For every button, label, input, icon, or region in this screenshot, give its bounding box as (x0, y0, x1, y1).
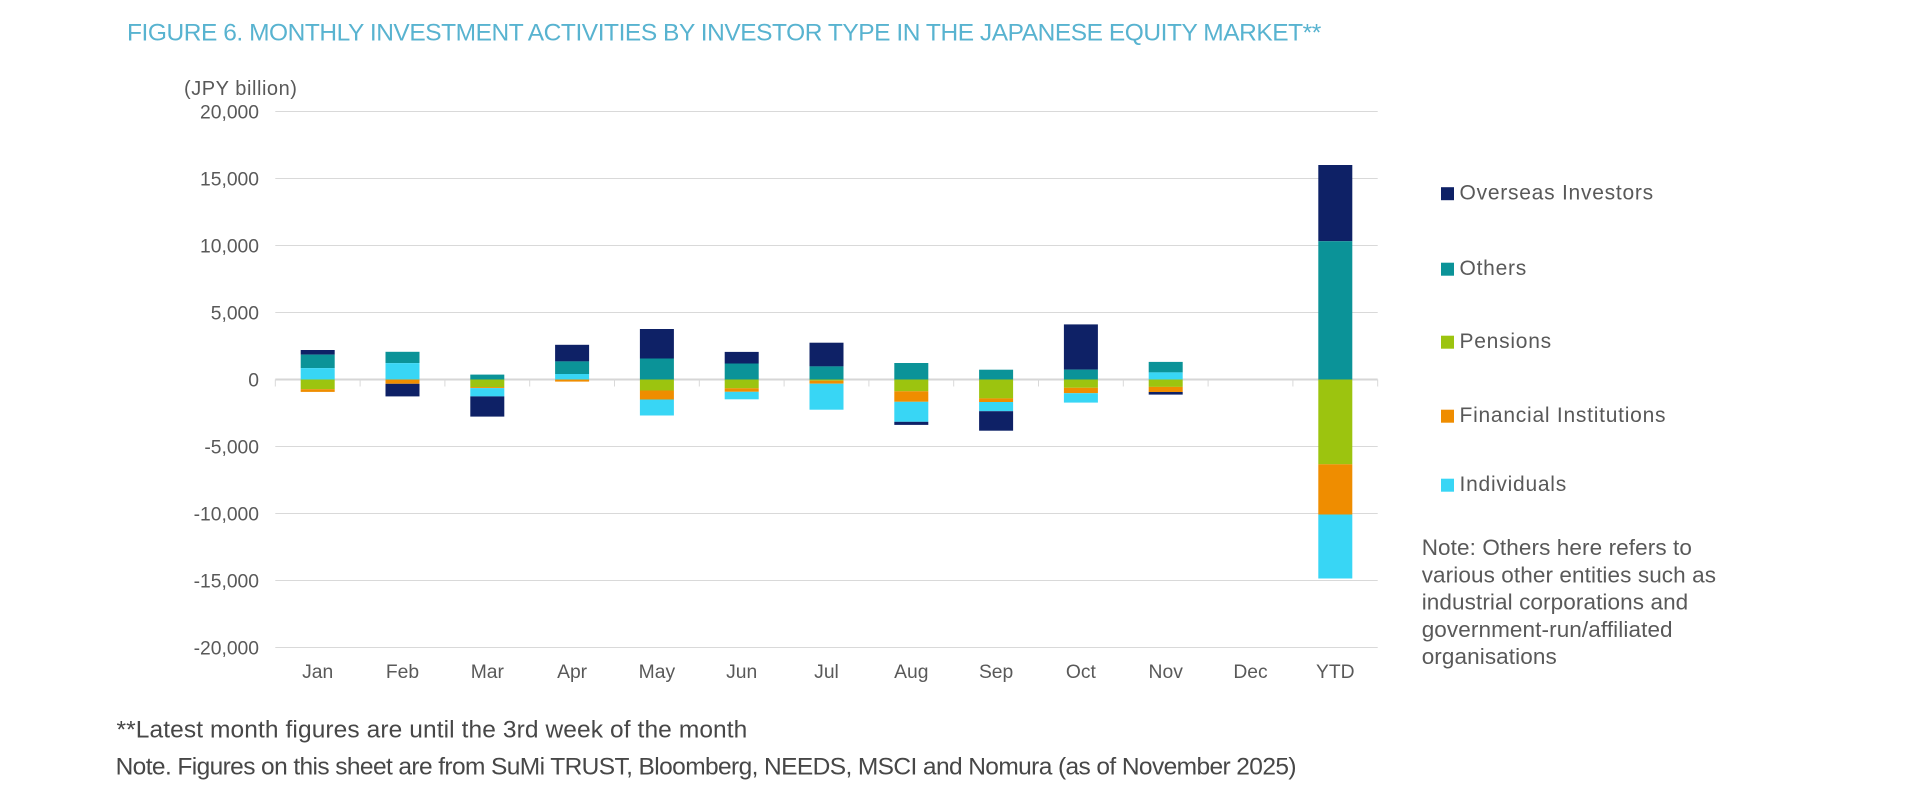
svg-text:-20,000: -20,000 (194, 639, 259, 660)
svg-text:organisations: organisations (1422, 644, 1557, 669)
svg-text:-10,000: -10,000 (194, 505, 259, 526)
svg-text:Sep: Sep (979, 662, 1013, 683)
svg-text:Aug: Aug (894, 662, 928, 683)
svg-text:5,000: 5,000 (211, 304, 259, 325)
svg-text:May: May (639, 662, 676, 683)
svg-text:10,000: 10,000 (200, 237, 259, 258)
svg-text:Note. Figures on this sheet ar: Note. Figures on this sheet are from SuM… (116, 753, 1296, 780)
svg-text:Jan: Jan (302, 662, 333, 683)
svg-text:Apr: Apr (557, 662, 588, 683)
svg-text:industrial corporations and: industrial corporations and (1422, 590, 1689, 615)
svg-text:Financial Institutions: Financial Institutions (1460, 404, 1667, 427)
svg-text:Note: Others here refers to: Note: Others here refers to (1422, 535, 1692, 560)
svg-text:various other entities such as: various other entities such as (1422, 562, 1716, 587)
svg-text:Individuals: Individuals (1460, 473, 1567, 496)
svg-text:-15,000: -15,000 (194, 572, 259, 593)
svg-text:Others: Others (1460, 257, 1528, 280)
svg-text:FIGURE 6. MONTHLY INVESTMENT A: FIGURE 6. MONTHLY INVESTMENT ACTIVITIES … (127, 19, 1322, 46)
svg-text:Overseas Investors: Overseas Investors (1460, 181, 1654, 204)
svg-text:**Latest month figures are unt: **Latest month figures are until the 3rd… (117, 717, 748, 744)
svg-text:-5,000: -5,000 (204, 438, 259, 459)
svg-text:(JPY billion): (JPY billion) (184, 78, 298, 100)
svg-text:Nov: Nov (1149, 662, 1184, 683)
svg-text:Jun: Jun (726, 662, 757, 683)
svg-text:Dec: Dec (1233, 662, 1268, 683)
svg-text:YTD: YTD (1316, 662, 1355, 683)
svg-text:Feb: Feb (386, 662, 419, 683)
svg-text:Oct: Oct (1066, 662, 1097, 683)
svg-text:0: 0 (248, 371, 259, 392)
svg-text:20,000: 20,000 (200, 103, 259, 124)
svg-text:15,000: 15,000 (200, 170, 259, 191)
svg-text:Jul: Jul (814, 662, 839, 683)
svg-text:government-run/affiliated: government-run/affiliated (1422, 617, 1673, 642)
svg-text:Mar: Mar (471, 662, 505, 683)
svg-text:Pensions: Pensions (1460, 330, 1552, 353)
